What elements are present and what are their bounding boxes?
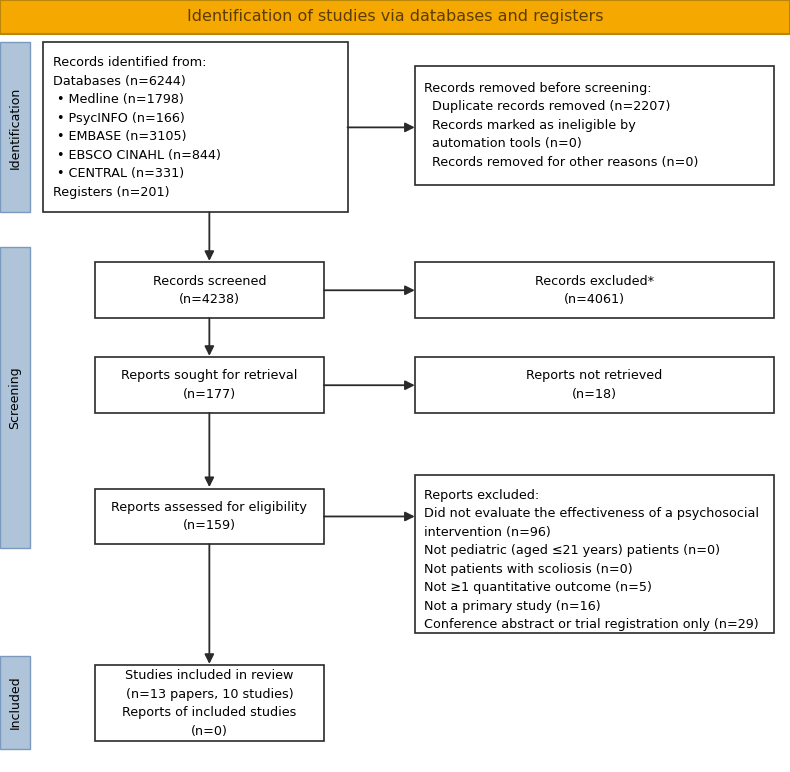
Text: Reports excluded:
Did not evaluate the effectiveness of a psychosocial
intervent: Reports excluded: Did not evaluate the e… <box>424 489 759 631</box>
Bar <box>0 656 30 749</box>
Text: Records screened
(n=4238): Records screened (n=4238) <box>152 275 266 306</box>
Text: Screening: Screening <box>9 366 21 429</box>
Text: Reports assessed for eligibility
(n=159): Reports assessed for eligibility (n=159) <box>111 501 307 532</box>
Text: Studies included in review
(n=13 papers, 10 studies)
Reports of included studies: Studies included in review (n=13 papers,… <box>122 669 296 737</box>
Bar <box>95 489 324 544</box>
Bar <box>43 42 348 212</box>
Bar <box>415 357 774 413</box>
Bar <box>0 247 30 548</box>
Text: Records identified from:
Databases (n=6244)
 • Medline (n=1798)
 • PsycINFO (n=1: Records identified from: Databases (n=62… <box>53 56 221 198</box>
Text: Reports sought for retrieval
(n=177): Reports sought for retrieval (n=177) <box>121 370 298 401</box>
Text: Records excluded*
(n=4061): Records excluded* (n=4061) <box>535 275 654 306</box>
Bar <box>95 262 324 318</box>
Text: Identification of studies via databases and registers: Identification of studies via databases … <box>186 9 604 25</box>
Bar <box>415 66 774 185</box>
Bar <box>0 42 30 212</box>
Bar <box>95 665 324 741</box>
Text: Identification: Identification <box>9 86 21 168</box>
Bar <box>415 262 774 318</box>
Bar <box>0 0 790 34</box>
Text: Records removed before screening:
  Duplicate records removed (n=2207)
  Records: Records removed before screening: Duplic… <box>424 82 698 169</box>
Text: Included: Included <box>9 676 21 730</box>
Bar <box>95 357 324 413</box>
Text: Reports not retrieved
(n=18): Reports not retrieved (n=18) <box>526 370 663 401</box>
Bar <box>415 475 774 633</box>
